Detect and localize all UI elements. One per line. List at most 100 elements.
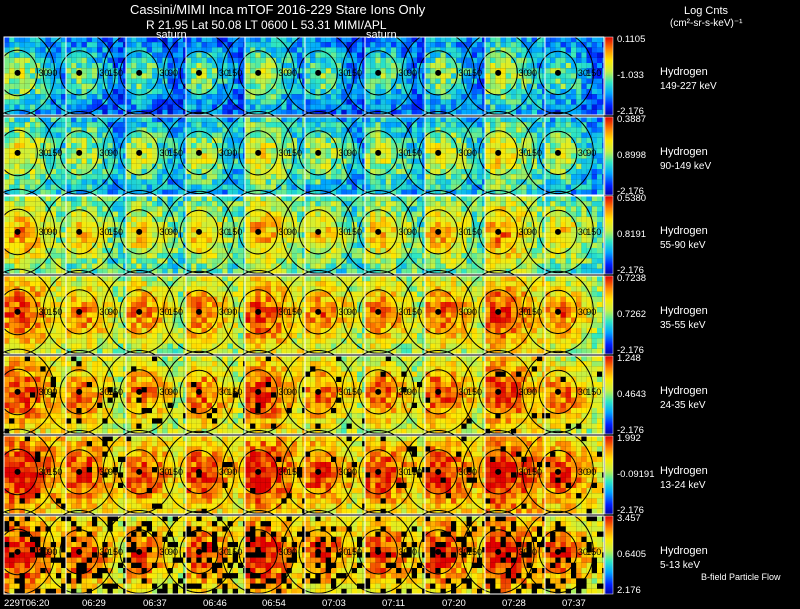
heatmap-cell	[286, 37, 292, 43]
heatmap-cell	[152, 99, 158, 105]
heatmap-cell	[102, 89, 108, 95]
heatmap-cell	[276, 37, 282, 43]
heatmap-cell	[576, 57, 582, 63]
heatmap-cell	[76, 52, 82, 58]
heatmap-cell	[471, 37, 477, 43]
heatmap-cell	[243, 137, 245, 143]
heatmap-cell	[61, 189, 66, 195]
heatmap-cell	[126, 206, 132, 212]
heatmap-cell	[357, 253, 363, 259]
heatmap-cell	[126, 222, 132, 228]
heatmap-cell	[76, 189, 82, 195]
heatmap-cell	[362, 137, 365, 143]
heatmap-cell	[212, 42, 218, 48]
heatmap-cell	[102, 63, 108, 69]
heatmap-cell	[271, 184, 277, 190]
heatmap-cell	[526, 57, 532, 63]
heatmap-cell	[477, 206, 483, 212]
heatmap-cell	[212, 163, 218, 169]
heatmap-cell	[131, 206, 137, 212]
heatmap-cell	[320, 222, 326, 228]
heatmap-cell	[357, 248, 363, 254]
heatmap-cell	[440, 73, 446, 79]
heatmap-cell	[245, 117, 251, 123]
heatmap-cell	[9, 73, 15, 79]
heatmap-cell	[362, 57, 365, 63]
heatmap-cell	[141, 52, 147, 58]
heatmap-cell	[141, 83, 147, 89]
heatmap-cell	[61, 109, 66, 115]
heatmap-cell	[118, 158, 124, 164]
heatmap-cell	[81, 201, 87, 207]
heatmap-cell	[40, 169, 46, 175]
heatmap-cell	[505, 83, 511, 89]
heatmap-cell	[331, 184, 337, 190]
heatmap-cell	[30, 148, 36, 154]
heatmap-cell	[183, 169, 186, 175]
heatmap-cell	[265, 237, 271, 243]
heatmap-cell	[183, 211, 186, 217]
heatmap-cell	[76, 237, 82, 243]
heatmap-cell	[362, 143, 365, 149]
heatmap-cell	[406, 63, 412, 69]
heatmap-cell	[9, 104, 15, 110]
heatmap-cell	[466, 137, 472, 143]
heatmap-cell	[76, 163, 82, 169]
heatmap-cell	[315, 169, 321, 175]
heatmap-cell	[45, 179, 51, 185]
heatmap-cell	[131, 153, 137, 159]
heatmap-cell	[102, 169, 108, 175]
heatmap-cell	[183, 179, 186, 185]
heatmap-cell	[440, 94, 446, 100]
heatmap-cell	[35, 122, 41, 128]
heatmap-cell	[222, 104, 228, 110]
heatmap-cell	[500, 148, 506, 154]
heatmap-cell	[422, 57, 425, 63]
heatmap-cell	[320, 137, 326, 143]
heatmap-cell	[141, 117, 147, 123]
heatmap-cell	[456, 73, 462, 79]
heatmap-cell	[243, 211, 245, 217]
heatmap-cell	[466, 169, 472, 175]
heatmap-cell	[4, 73, 10, 79]
heatmap-cell	[123, 184, 126, 190]
heatmap-cell	[291, 83, 297, 89]
heatmap-cell	[217, 83, 223, 89]
heatmap-cell	[425, 179, 431, 185]
heatmap-cell	[370, 63, 376, 69]
heatmap-cell	[30, 211, 36, 217]
heatmap-cell	[4, 137, 10, 143]
heatmap-cell	[123, 196, 126, 202]
heatmap-cell	[370, 184, 376, 190]
heatmap-cell	[430, 169, 436, 175]
heatmap-cell	[222, 89, 228, 95]
heatmap-cell	[232, 132, 238, 138]
heatmap-cell	[375, 263, 381, 269]
heatmap-cell	[305, 148, 311, 154]
heatmap-cell	[152, 189, 158, 195]
heatmap-cell	[222, 179, 228, 185]
heatmap-cell	[451, 158, 457, 164]
heatmap-cell	[490, 73, 496, 79]
heatmap-cell	[276, 169, 282, 175]
heatmap-cell	[310, 73, 316, 79]
heatmap-cell	[227, 68, 233, 74]
heatmap-cell	[271, 227, 277, 233]
heatmap-cell	[286, 68, 292, 74]
heatmap-cell	[542, 137, 545, 143]
heatmap-cell	[336, 189, 342, 195]
heatmap-cell	[396, 163, 402, 169]
heatmap-cell	[602, 117, 604, 123]
heatmap-cell	[542, 104, 545, 110]
heatmap-cell	[238, 57, 244, 63]
heatmap-cell	[291, 163, 297, 169]
heatmap-cell	[430, 94, 436, 100]
heatmap-cell	[222, 109, 228, 115]
heatmap-cell	[260, 132, 266, 138]
heatmap-cell	[526, 104, 532, 110]
heatmap-cell	[375, 163, 381, 169]
heatmap-cell	[183, 184, 186, 190]
heatmap-cell	[255, 248, 261, 254]
heatmap-cell	[565, 148, 571, 154]
heatmap-cell	[61, 232, 66, 238]
